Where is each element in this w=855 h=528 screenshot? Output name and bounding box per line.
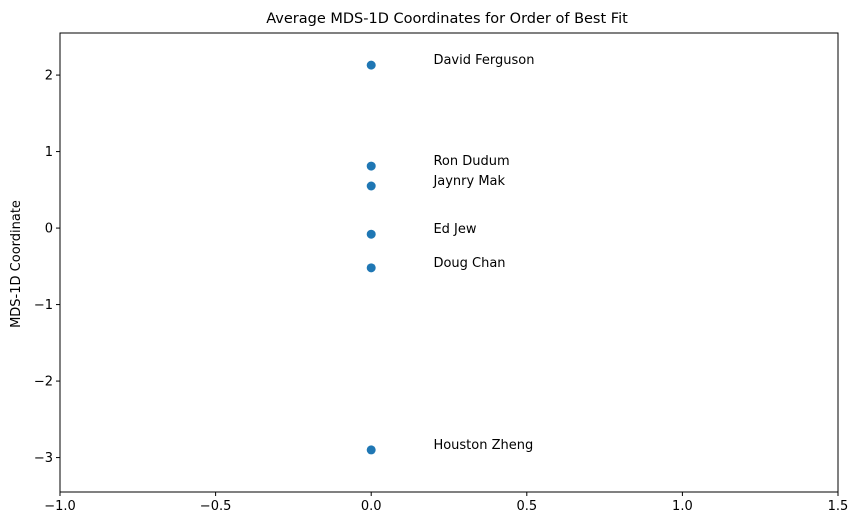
y-axis-label: MDS-1D Coordinate — [9, 200, 24, 328]
x-tick-label: −1.0 — [44, 499, 76, 514]
data-point — [366, 229, 376, 239]
point-label: Ron Dudum — [433, 154, 509, 169]
x-tick-label: 0.5 — [516, 499, 537, 514]
y-tick-label: 2 — [45, 69, 53, 84]
data-point — [366, 263, 376, 273]
plot-area — [59, 32, 839, 493]
point-labels: David Ferguson Ron Dudum Jaynry Mak Ed Jew D… — [432, 53, 534, 453]
point-label: Ed Jew — [433, 222, 476, 237]
point-label: Jaynry Mak — [432, 174, 505, 189]
x-tick-label: −0.5 — [200, 499, 232, 514]
x-tick-label: 0.0 — [361, 499, 382, 514]
point-label: Houston Zheng — [433, 438, 533, 453]
y-tick-label: −1 — [34, 298, 53, 313]
data-point — [366, 161, 376, 171]
y-axis: −3 −2 −1 0 1 2 — [34, 69, 60, 466]
y-tick-label: −3 — [34, 451, 53, 466]
point-label: Doug Chan — [433, 256, 505, 271]
x-tick-label: 1.5 — [828, 499, 849, 514]
data-point — [366, 181, 376, 191]
point-label: David Ferguson — [433, 53, 534, 68]
data-point — [366, 60, 376, 70]
data-point — [366, 445, 376, 455]
data-points — [366, 60, 376, 455]
y-tick-label: 1 — [45, 145, 53, 160]
y-tick-label: 0 — [45, 222, 53, 237]
x-tick-label: 1.0 — [672, 499, 693, 514]
y-tick-label: −2 — [34, 375, 53, 390]
chart-title: Average MDS-1D Coordinates for Order of … — [266, 11, 628, 27]
x-axis: −1.0 −0.5 0.0 0.5 1.0 1.5 — [44, 492, 848, 514]
